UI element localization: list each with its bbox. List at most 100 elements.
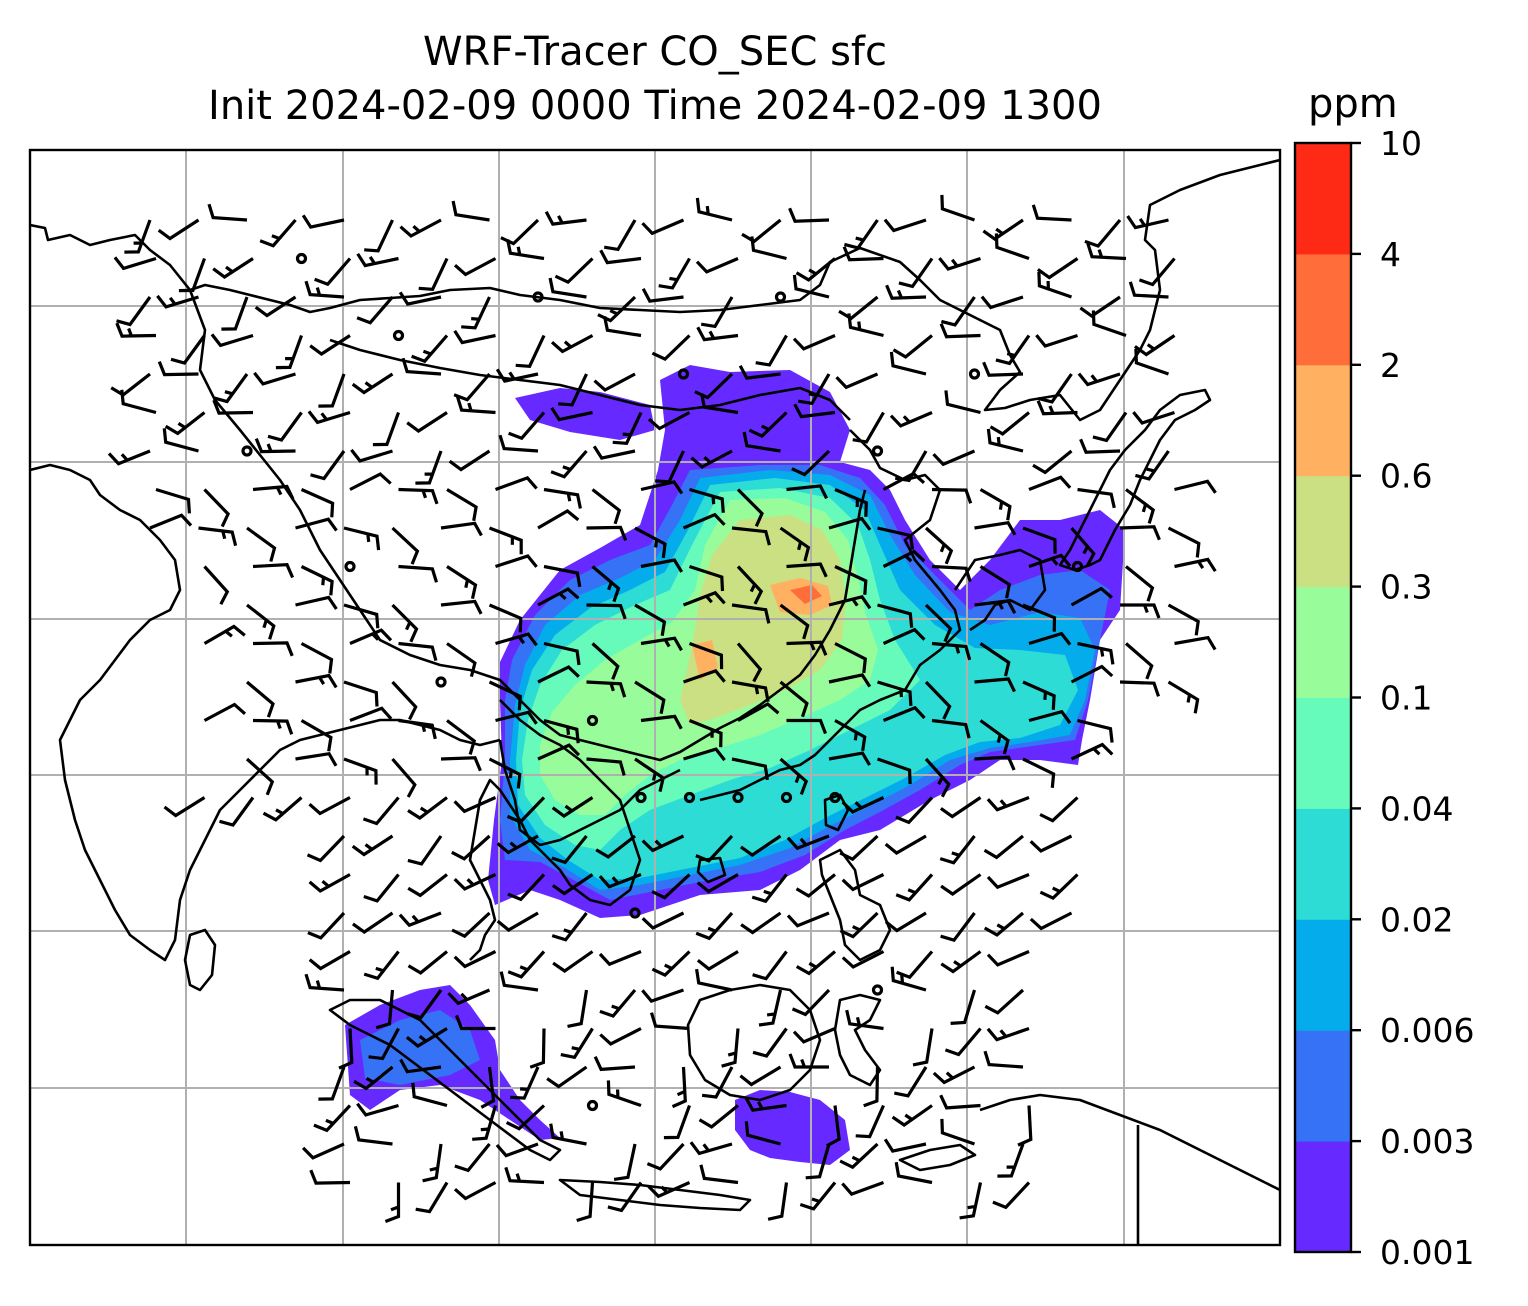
wind-barb: [455, 396, 496, 415]
wind-barb: [505, 1104, 546, 1131]
wind-barb: [835, 372, 879, 390]
wind-barb: [744, 1121, 781, 1146]
wind-barb: [883, 218, 927, 233]
wind-barb: [834, 642, 868, 674]
wind-barb: [940, 194, 976, 222]
wind-barb: [398, 718, 437, 740]
wind-barb: [731, 603, 771, 624]
calm-wind-marker: [344, 560, 356, 573]
wind-barb: [440, 521, 483, 537]
wind-barb: [453, 950, 497, 969]
wind-barb: [1124, 565, 1155, 602]
colorbar: 0.001 0.003 0.006 0.02 0.04 0.1 0.3 0.6 2 4 10: [1293, 124, 1474, 1272]
wind-barb: [767, 1182, 789, 1221]
calm-wind-marker: [586, 714, 599, 727]
wind-barb: [300, 719, 333, 752]
calm-wind-marker: [635, 791, 647, 804]
wind-barb: [791, 988, 831, 1017]
wind-barb: [912, 1028, 934, 1067]
wind-barb: [398, 291, 442, 306]
wind-barb: [792, 334, 836, 351]
wind-barb: [1124, 642, 1154, 680]
wind-barb: [552, 950, 594, 973]
wind-barb: [1028, 553, 1072, 569]
wind-barb: [1077, 641, 1115, 665]
wind-barb: [498, 434, 539, 453]
wind-barb: [891, 1104, 933, 1127]
colorbar-swatch: [1295, 1030, 1351, 1142]
country-border-mongolia: [329, 338, 851, 421]
wind-barb: [349, 472, 392, 491]
wind-barb: [551, 873, 594, 896]
wind-barb: [245, 680, 275, 718]
wind-barb: [939, 835, 976, 865]
coastline-china-east: [699, 429, 962, 802]
colorbar-swatch: [1295, 1141, 1351, 1253]
wind-barb: [1022, 603, 1057, 632]
wind-barb: [694, 372, 734, 400]
wind-barb: [343, 526, 381, 551]
wind-barb: [883, 1138, 927, 1153]
wind-barb: [1133, 334, 1176, 357]
wind-barb: [1120, 603, 1161, 619]
wind-barb: [472, 1105, 498, 1141]
wind-barb: [940, 950, 982, 974]
coastline-korea: [953, 548, 1047, 632]
wind-barb: [893, 1066, 928, 1098]
wind-barb: [689, 487, 725, 513]
wind-barb: [407, 989, 443, 1020]
wind-barb: [1035, 333, 1078, 348]
wind-barb: [495, 710, 538, 725]
wind-barb: [742, 431, 781, 453]
wind-barb: [1017, 1105, 1033, 1147]
wind-barb: [295, 595, 338, 610]
wind-barb: [318, 1066, 346, 1101]
wind-barb: [1022, 757, 1056, 788]
wind-barb: [1028, 631, 1072, 646]
wind-barb: [986, 873, 1030, 890]
wind-barb: [375, 989, 395, 1030]
wind-barb: [1086, 242, 1127, 261]
wind-barb: [170, 334, 206, 365]
wind-barb: [598, 950, 642, 967]
wind-barb: [884, 834, 927, 855]
wind-barb: [550, 334, 594, 354]
wind-barb: [593, 1056, 636, 1072]
calm-wind-marker: [629, 907, 641, 919]
wind-barb: [940, 873, 982, 896]
calm-wind-marker: [683, 791, 696, 804]
colorbar-tick-label: 0.3: [1380, 568, 1432, 607]
calm-wind-marker: [968, 368, 981, 380]
wind-barb: [740, 911, 782, 935]
wind-barb: [304, 280, 345, 299]
country-border-china: [188, 289, 867, 762]
wind-barb: [834, 488, 868, 517]
wind-barb: [603, 316, 642, 338]
wind-barb: [1070, 664, 1114, 684]
wind-barb: [895, 796, 934, 825]
wind-barb: [551, 796, 594, 818]
wind-barb: [1084, 218, 1122, 248]
colorbar-tick-label: 0.003: [1380, 1122, 1474, 1161]
map-title: WRF-Tracer CO_SEC sfc: [422, 29, 888, 75]
wind-barb: [407, 873, 448, 898]
wind-barb: [310, 450, 346, 481]
wind-barb: [548, 277, 587, 299]
wind-barb: [701, 1066, 734, 1099]
colorbar-swatch: [1295, 808, 1351, 920]
wind-barb: [495, 368, 539, 383]
wind-barb: [695, 834, 734, 863]
wind-barb: [203, 702, 247, 722]
wind-barb: [537, 743, 581, 761]
wind-barb: [446, 719, 477, 755]
wind-barb: [688, 719, 723, 748]
wind-barb: [363, 873, 400, 903]
wind-barb: [500, 218, 540, 246]
wind-barb: [110, 372, 151, 397]
calm-wind-marker: [392, 329, 405, 342]
wind-barb: [384, 1182, 401, 1223]
coastline-japan: [1058, 388, 1212, 572]
wind-barb: [974, 599, 1017, 614]
wind-barb: [275, 334, 304, 370]
wind-barb: [788, 207, 830, 223]
